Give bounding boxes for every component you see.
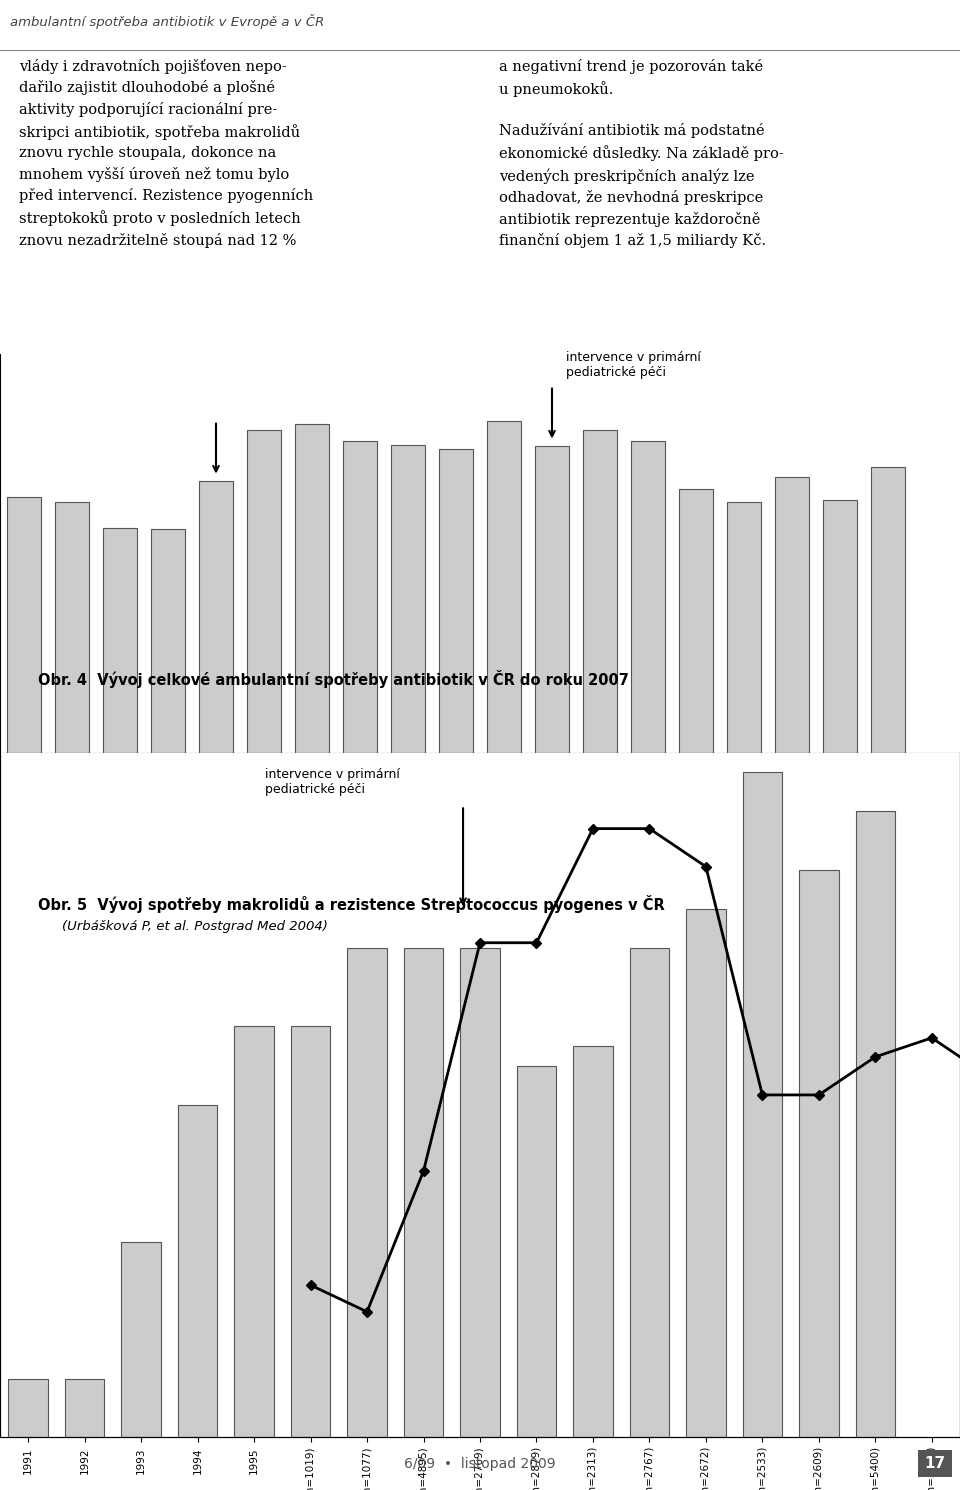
- Text: Obr. 5  Vývoj spotřeby makrolidů a rezistence Streptococcus pyogenes v ČR: Obr. 5 Vývoj spotřeby makrolidů a rezist…: [38, 895, 665, 913]
- Text: (Urbášková P, et al. Postgrad Med 2004): (Urbášková P, et al. Postgrad Med 2004): [62, 919, 328, 933]
- Bar: [348, 948, 387, 1438]
- Text: intervence v primární
pediatrické péči: intervence v primární pediatrické péči: [566, 352, 701, 380]
- Bar: [392, 444, 424, 752]
- Bar: [151, 529, 184, 752]
- Bar: [440, 450, 472, 752]
- Bar: [121, 1241, 161, 1438]
- Bar: [8, 498, 40, 752]
- Bar: [728, 502, 760, 752]
- Bar: [630, 948, 669, 1438]
- Bar: [743, 772, 782, 1438]
- Text: 17: 17: [924, 1456, 946, 1471]
- Bar: [584, 431, 616, 752]
- Bar: [776, 477, 808, 752]
- Bar: [823, 501, 856, 752]
- Bar: [56, 502, 89, 752]
- Text: intervence v primární
pediatrické péči: intervence v primární pediatrické péči: [265, 767, 400, 796]
- Text: a negativní trend je pozorován také
u pneumokoků.

Nadužívání antibiotik má pods: a negativní trend je pozorován také u pn…: [499, 58, 784, 249]
- Bar: [296, 423, 329, 752]
- Bar: [855, 811, 895, 1438]
- Text: roky: roky: [0, 814, 3, 828]
- Bar: [632, 441, 664, 752]
- Bar: [234, 1027, 274, 1438]
- Bar: [344, 441, 377, 752]
- Bar: [488, 420, 520, 752]
- Bar: [248, 431, 280, 752]
- Bar: [871, 466, 904, 752]
- Bar: [178, 1104, 217, 1438]
- Bar: [103, 527, 137, 752]
- Bar: [536, 446, 568, 752]
- Bar: [680, 489, 712, 752]
- Bar: [799, 870, 839, 1438]
- Bar: [460, 948, 500, 1438]
- Text: vlády i zdravotních pojišťoven nepo-
dařilo zajistit dlouhodobé a plošné
aktivit: vlády i zdravotních pojišťoven nepo- dař…: [19, 58, 314, 247]
- Text: 6/09  •  listopad 2009: 6/09 • listopad 2009: [404, 1457, 556, 1471]
- Bar: [516, 1065, 556, 1438]
- Bar: [200, 481, 232, 752]
- Bar: [573, 1046, 612, 1438]
- Bar: [65, 1378, 105, 1438]
- Bar: [9, 1378, 48, 1438]
- Text: ambulantní spotřeba antibiotik v Evropě a v ČR: ambulantní spotřeba antibiotik v Evropě …: [10, 13, 324, 28]
- Bar: [686, 909, 726, 1438]
- Bar: [404, 948, 444, 1438]
- Bar: [291, 1027, 330, 1438]
- Text: Obr. 4  Vývoj celkové ambulantní spotřeby antibiotik v ČR do roku 2007: Obr. 4 Vývoj celkové ambulantní spotřeby…: [38, 670, 629, 688]
